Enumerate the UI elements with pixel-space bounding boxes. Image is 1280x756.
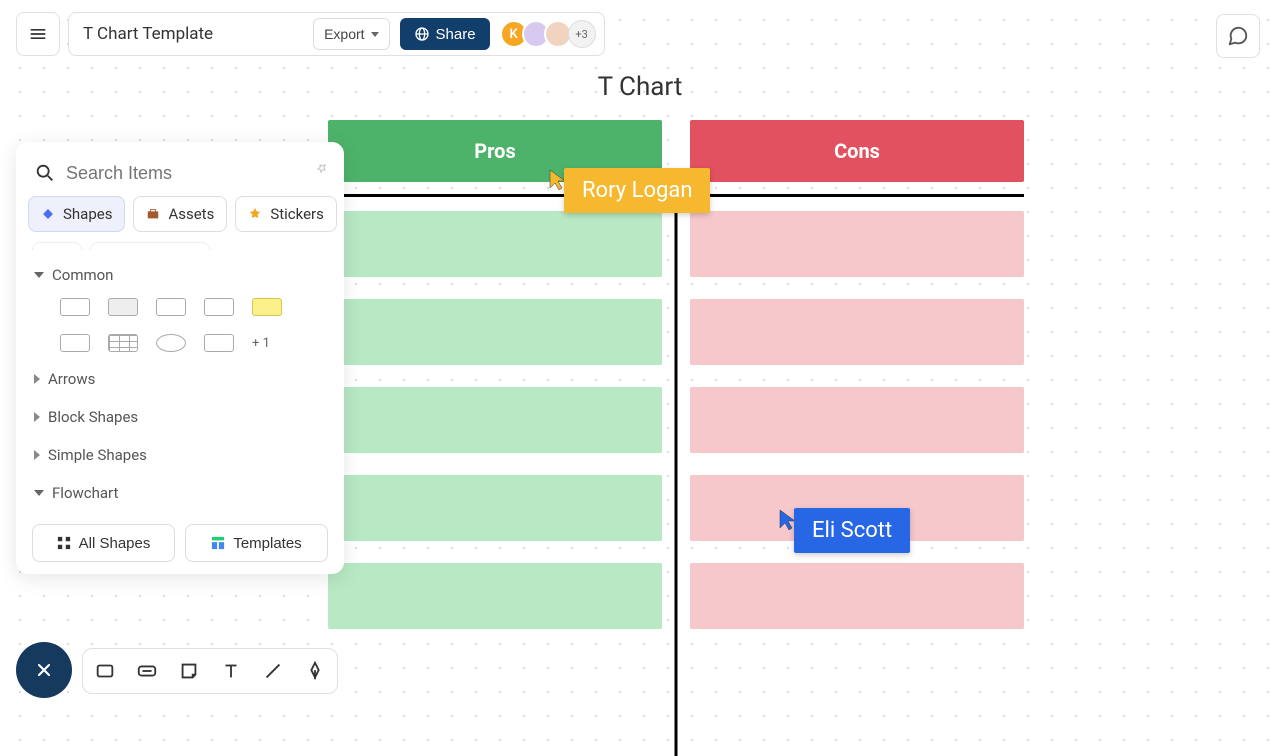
share-label: Share [436, 26, 476, 43]
share-button[interactable]: Share [400, 18, 490, 50]
templates-label: Templates [233, 535, 301, 552]
all-shapes-button[interactable]: All Shapes [32, 524, 175, 562]
avatar-more-count[interactable]: +3 [568, 20, 596, 48]
template-icon [211, 536, 225, 550]
t-chart-cell[interactable] [328, 387, 662, 453]
t-chart-vertical-line [675, 196, 678, 756]
cursor-name-label: Rory Logan [564, 168, 710, 213]
caret-icon [34, 450, 40, 460]
shape-thumbnail[interactable] [204, 334, 234, 352]
caret-icon [34, 272, 44, 278]
tab-assets[interactable]: Assets [133, 196, 227, 232]
cursor-name-label: Eli Scott [794, 508, 910, 553]
pros-column [328, 211, 662, 629]
t-chart-cell[interactable] [328, 475, 662, 541]
caret-icon [34, 374, 40, 384]
note-tool-icon[interactable] [177, 659, 201, 683]
comments-button[interactable] [1216, 14, 1260, 58]
globe-icon [414, 26, 430, 42]
category-flowchart[interactable]: Flowchart [16, 474, 344, 512]
tab-shapes[interactable]: Shapes [28, 196, 125, 232]
hamburger-menu-button[interactable] [16, 12, 60, 56]
category-block-shapes[interactable]: Block Shapes [16, 398, 344, 436]
column-header-cons[interactable]: Cons [690, 120, 1024, 182]
shape-thumbnail[interactable] [156, 298, 186, 316]
pen-tool-icon[interactable] [303, 659, 327, 683]
cons-column [690, 211, 1024, 629]
grid-icon [57, 536, 71, 550]
chevron-down-icon [371, 32, 379, 37]
t-chart-cell[interactable] [690, 299, 1024, 365]
caret-icon [34, 490, 44, 496]
hidden-tab [32, 242, 82, 250]
close-fab-button[interactable] [16, 642, 72, 698]
hidden-tab [90, 242, 210, 250]
caret-icon [34, 412, 40, 422]
all-shapes-label: All Shapes [79, 535, 151, 552]
export-label: Export [324, 26, 364, 42]
shape-thumbnail[interactable] [60, 298, 90, 316]
rectangle-tool-icon[interactable] [93, 659, 117, 683]
canvas-title: T Chart [0, 72, 1280, 102]
common-shapes-grid: + 1 [16, 294, 344, 360]
line-tool-icon[interactable] [261, 659, 285, 683]
title-toolbar: T Chart Template Export Share K +3 [68, 12, 605, 56]
category-common[interactable]: Common [16, 256, 344, 294]
pin-icon[interactable] [310, 156, 334, 180]
t-chart-cell[interactable] [690, 387, 1024, 453]
export-button[interactable]: Export [313, 18, 389, 50]
button-tool-icon[interactable] [135, 659, 159, 683]
t-chart-cell[interactable] [328, 211, 662, 277]
shape-thumbnail[interactable] [204, 298, 234, 316]
shape-thumbnail[interactable] [108, 298, 138, 316]
search-icon [34, 162, 56, 184]
category-simple-shapes[interactable]: Simple Shapes [16, 436, 344, 474]
collaborator-avatars[interactable]: K +3 [506, 20, 596, 48]
shapes-panel: ShapesAssetsStickers Common + 1 ArrowsBloc… [16, 142, 344, 574]
shape-thumbnail[interactable] [60, 334, 90, 352]
t-chart-cell[interactable] [328, 563, 662, 629]
document-title[interactable]: T Chart Template [83, 24, 303, 44]
templates-button[interactable]: Templates [185, 524, 328, 562]
shape-thumbnail[interactable] [252, 298, 282, 316]
category-arrows[interactable]: Arrows [16, 360, 344, 398]
more-shapes-count[interactable]: + 1 [252, 336, 270, 351]
text-tool-icon[interactable] [219, 659, 243, 683]
collaborator-cursor: Eli Scott [778, 508, 910, 553]
search-input[interactable] [66, 163, 326, 184]
shape-thumbnail[interactable] [108, 334, 138, 352]
t-chart-cell[interactable] [690, 211, 1024, 277]
t-chart-cell[interactable] [690, 563, 1024, 629]
t-chart-cell[interactable] [328, 299, 662, 365]
collaborator-cursor: Rory Logan [548, 168, 710, 213]
tab-stickers[interactable]: Stickers [235, 196, 337, 232]
tool-dock [82, 648, 338, 694]
shape-thumbnail[interactable] [156, 334, 186, 352]
